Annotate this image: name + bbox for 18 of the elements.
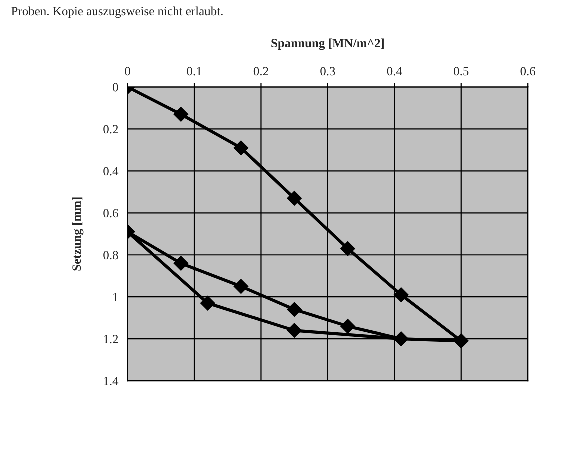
x-tick-label: 0.5 xyxy=(454,67,469,76)
y-axis-title: Setzung [mm] xyxy=(72,198,84,271)
text: Proben. Kopie auszugsweise nicht erlaubt. xyxy=(12,6,223,18)
y-tick-label: 0 xyxy=(113,83,118,92)
x-tick-label: 0.3 xyxy=(320,67,336,76)
x-tick-label: 0 xyxy=(125,67,130,76)
y-tick-label: 0.2 xyxy=(104,125,118,134)
x-tick-label: 0.4 xyxy=(387,67,402,76)
y-tick-label: 0.8 xyxy=(104,251,118,260)
x-axis-title: Spannung [MN/m^2] xyxy=(272,38,384,50)
y-tick-label: 0.4 xyxy=(104,167,119,176)
x-tick-label: 0.1 xyxy=(187,67,202,76)
y-tick-label: 1.4 xyxy=(104,377,119,386)
x-tick-label: 0.6 xyxy=(520,67,536,76)
y-tick-label: 1 xyxy=(114,293,118,302)
y-tick-label: 0.6 xyxy=(104,209,118,218)
x-tick-label: 0.2 xyxy=(254,67,268,76)
y-tick-label: 1.2 xyxy=(104,335,118,344)
